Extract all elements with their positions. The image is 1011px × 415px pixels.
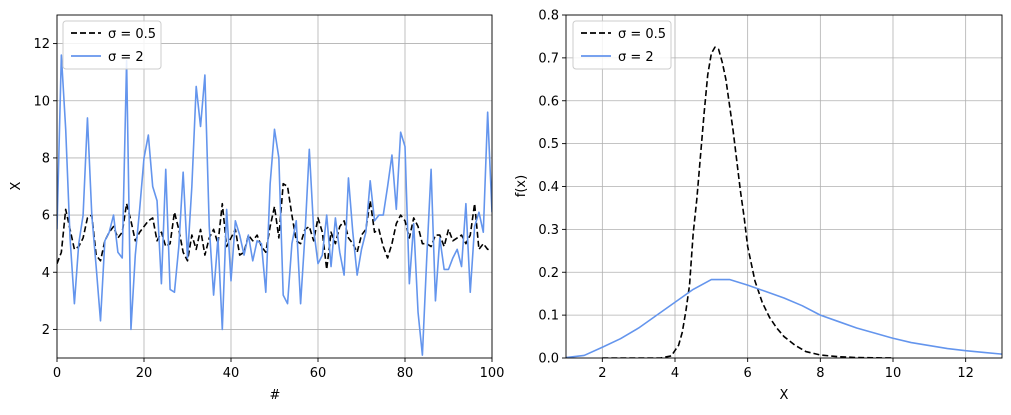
- right-legend-frame: [572, 20, 672, 70]
- right-legend-label-sigma-0-5: σ = 0.5: [618, 27, 666, 42]
- right-series-line-sigma-0-5: [602, 46, 894, 358]
- right-xtick-label: 2: [598, 366, 606, 381]
- right-chart-panel: 2 4 6 8 10 12 0.0 0.1 0.2 0.3 0.4 0.5 0.6 0.7 0.8 X f(…: [514, 9, 1003, 403]
- left-xtick-label: 20: [136, 366, 153, 381]
- right-ytick-label: 0.2: [538, 266, 559, 281]
- right-ytick-label: 0.0: [538, 352, 559, 367]
- left-ytick-label: 10: [33, 94, 50, 109]
- left-chart-panel: 0 20 40 60 80 100 2 4 6 8 10 12 # X σ = 0.5 σ = 2: [9, 14, 505, 403]
- left-ytick-label: 2: [42, 323, 50, 338]
- left-xtick-label: 60: [310, 366, 327, 381]
- right-ytick-label: 0.7: [538, 51, 559, 66]
- right-series-line-sigma-2: [566, 278, 1002, 358]
- left-ytick-label: 8: [42, 151, 50, 166]
- left-xtick-label: 40: [223, 366, 240, 381]
- right-ytick-label: 0.4: [538, 180, 559, 195]
- left-chart-legend: σ = 0.5 σ = 2: [62, 20, 162, 70]
- right-chart-xlabel: X: [780, 388, 789, 403]
- left-chart-ylabel: X: [9, 181, 24, 190]
- left-ytick-label: 6: [42, 209, 50, 224]
- right-xtick-label: 4: [671, 366, 679, 381]
- right-xtick-label: 10: [885, 366, 902, 381]
- left-ytick-label: 4: [42, 266, 50, 281]
- left-ytick-label: 12: [33, 37, 50, 52]
- right-xtick-label: 12: [957, 366, 974, 381]
- right-xtick-label: 6: [744, 366, 752, 381]
- right-ytick-label: 0.6: [538, 94, 559, 109]
- right-ytick-label: 0.1: [538, 309, 559, 324]
- right-chart-legend: σ = 0.5 σ = 2: [572, 20, 672, 70]
- left-axes-frame: [56, 14, 493, 359]
- left-series-line-sigma-2: [57, 54, 492, 356]
- left-legend-frame: [62, 20, 162, 70]
- left-xtick-label: 100: [480, 366, 505, 381]
- right-ytick-label: 0.5: [538, 137, 559, 152]
- left-xtick-label: 80: [397, 366, 414, 381]
- left-chart-xlabel: #: [270, 388, 281, 403]
- right-xtick-label: 8: [816, 366, 824, 381]
- right-legend-label-sigma-2: σ = 2: [618, 50, 654, 65]
- left-legend-label-sigma-2: σ = 2: [108, 50, 144, 65]
- left-legend-label-sigma-0-5: σ = 0.5: [108, 27, 156, 42]
- left-xtick-label: 0: [53, 366, 61, 381]
- right-ytick-label: 0.8: [538, 9, 559, 24]
- right-chart-ylabel: f(x): [514, 175, 529, 197]
- right-ytick-label: 0.3: [538, 223, 559, 238]
